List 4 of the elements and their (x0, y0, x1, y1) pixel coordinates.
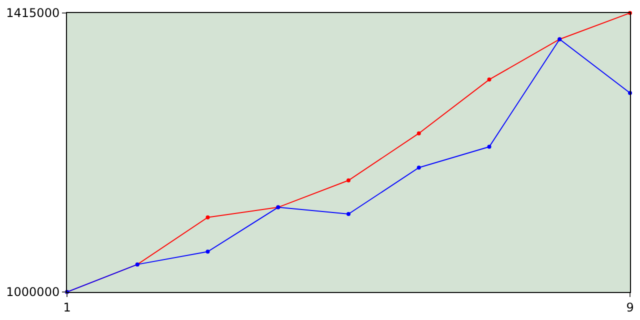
y-tick-label: 1415000 (6, 6, 60, 20)
x-tick-label: 9 (626, 300, 634, 314)
y-tick-label: 1000000 (6, 285, 60, 300)
x-tick-label: 1 (63, 300, 71, 314)
